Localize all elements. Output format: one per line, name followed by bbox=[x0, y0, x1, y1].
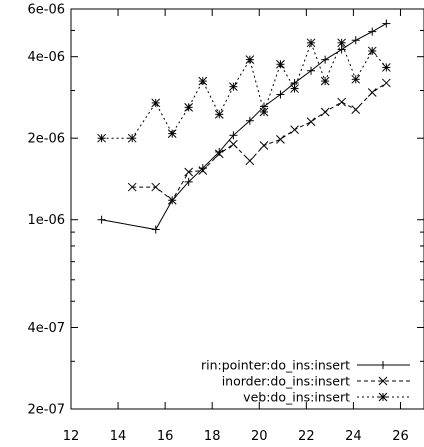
data-point-plus bbox=[151, 225, 160, 234]
data-point-x bbox=[245, 156, 255, 166]
data-point-star bbox=[229, 82, 238, 92]
data-point-star bbox=[198, 76, 208, 86]
data-point-star bbox=[337, 38, 346, 48]
data-point-star bbox=[245, 55, 255, 65]
data-point-x bbox=[367, 88, 377, 97]
data-point-star bbox=[276, 59, 285, 69]
data-point-x bbox=[259, 141, 269, 150]
legend: rin:pointer:do_ins:insertinorder:do_ins:… bbox=[201, 358, 410, 405]
data-point-star bbox=[306, 38, 316, 48]
data-point-plus bbox=[184, 177, 193, 186]
series-line-1 bbox=[101, 23, 387, 231]
y-tick-label: 2e-06 bbox=[27, 132, 65, 147]
series-line-3 bbox=[101, 41, 387, 139]
x-tick-label: 16 bbox=[157, 429, 174, 444]
legend-label: rin:pointer:do_ins:insert bbox=[201, 358, 350, 373]
legend-label: veb:do_ins:insert bbox=[243, 390, 350, 405]
data-point-star bbox=[381, 63, 391, 72]
data-point-x bbox=[229, 139, 238, 149]
x-tick-label: 20 bbox=[251, 429, 268, 444]
legend-label: inorder:do_ins:insert bbox=[222, 374, 350, 389]
data-point-x bbox=[337, 97, 346, 107]
data-point-star bbox=[367, 46, 377, 56]
data-point-star bbox=[184, 102, 194, 112]
plot-frame bbox=[70, 8, 424, 410]
data-point-x bbox=[320, 107, 330, 117]
legend-marker bbox=[379, 361, 387, 369]
data-point-star bbox=[167, 129, 177, 138]
data-point-x bbox=[184, 167, 194, 177]
data-point-x bbox=[381, 78, 391, 88]
x-tick-label: 22 bbox=[298, 429, 315, 444]
legend-marker bbox=[378, 392, 388, 402]
y-tick-label: 2e-07 bbox=[27, 403, 65, 418]
data-point-x bbox=[214, 149, 224, 159]
data-point-plus bbox=[382, 19, 391, 28]
y-tick-label: 4e-06 bbox=[27, 50, 65, 65]
x-tick-label: 24 bbox=[345, 429, 362, 444]
x-tick-label: 18 bbox=[204, 429, 221, 444]
x-tick-label: 14 bbox=[110, 429, 127, 444]
data-point-star bbox=[214, 109, 224, 119]
data-point-plus bbox=[229, 131, 238, 140]
series-line-2 bbox=[132, 82, 387, 202]
y-tick-label: 4e-07 bbox=[27, 321, 65, 336]
data-point-star bbox=[320, 76, 330, 86]
data-point-x bbox=[198, 166, 208, 175]
data-point-star bbox=[151, 98, 161, 108]
data-point-x bbox=[127, 182, 137, 192]
y-tick-label: 1e-06 bbox=[27, 213, 65, 228]
data-point-plus bbox=[351, 36, 360, 45]
data-point-star bbox=[351, 74, 361, 84]
data-point-star bbox=[290, 84, 299, 93]
data-point-x bbox=[351, 105, 361, 114]
x-tick-label: 12 bbox=[63, 429, 80, 444]
data-point-plus bbox=[245, 116, 254, 125]
data-point-star bbox=[97, 133, 106, 143]
data-point-star bbox=[127, 133, 137, 143]
data-point-star bbox=[259, 107, 269, 117]
data-point-x bbox=[167, 195, 177, 205]
data-point-plus bbox=[97, 215, 106, 224]
data-point-x bbox=[290, 125, 299, 135]
data-point-plus bbox=[321, 55, 330, 64]
data-point-x bbox=[276, 135, 285, 144]
data-point-plus bbox=[307, 66, 316, 75]
data-point-plus bbox=[337, 45, 346, 54]
series-layer bbox=[97, 19, 391, 234]
data-point-x bbox=[306, 117, 316, 127]
y-tick-label: 6e-06 bbox=[27, 3, 65, 18]
legend-marker bbox=[378, 376, 388, 386]
data-point-plus bbox=[368, 27, 377, 36]
data-point-x bbox=[151, 182, 161, 192]
axis-ticks: 12 14 16 18 20 22 24 26 2e-07 4e-07 1e-06 2e-06 4e-0… bbox=[27, 3, 424, 444]
x-tick-label: 26 bbox=[392, 429, 409, 444]
data-point-plus bbox=[276, 90, 285, 99]
